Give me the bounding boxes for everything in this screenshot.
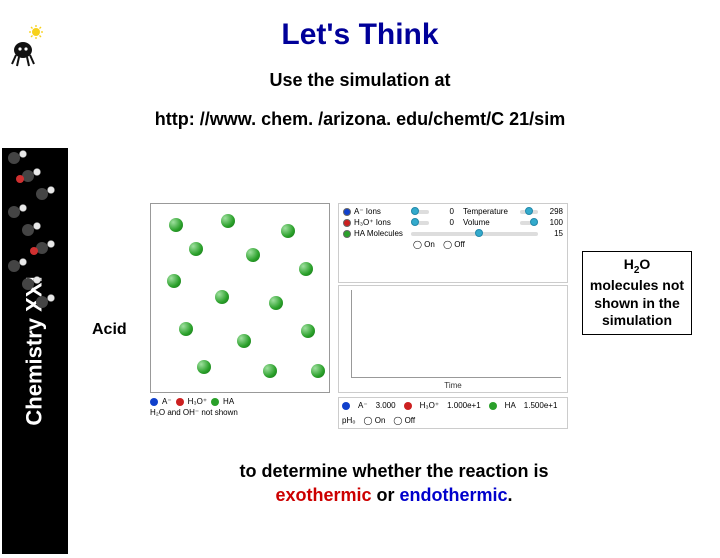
control-label-r: Volume — [463, 218, 517, 227]
bottom-text: to determine whether the reaction is exo… — [80, 459, 708, 508]
particle — [197, 360, 211, 374]
legend-val: 1.500e+1 — [524, 401, 558, 410]
legend-right: A⁻ 3.000 H₃O⁺ 1.000e+1 HA 1.500e+1 pH₀ ◯ On ◯ … — [338, 397, 568, 429]
content-area: Acid A⁻ Ions 0 Temperature 298 H₃O⁺ Ions 0 Vol… — [80, 203, 708, 508]
subtitle: Use the simulation at — [0, 70, 720, 91]
radio-on[interactable]: ◯ On — [364, 416, 386, 425]
control-value-r: 100 — [541, 218, 563, 227]
legend-val: 3.000 — [376, 401, 396, 410]
control-label: HA Molecules — [354, 229, 408, 238]
control-row: H₃O⁺ Ions 0 Volume 100 — [343, 218, 563, 227]
control-slider[interactable] — [520, 210, 538, 214]
sim-graph: Time — [338, 285, 568, 393]
control-value: 0 — [432, 218, 454, 227]
legend-dot — [342, 402, 350, 410]
note-text: molecules not shown in the simulation — [590, 277, 684, 328]
control-slider[interactable] — [411, 221, 429, 225]
legend-label: HA — [223, 397, 234, 406]
particle — [237, 334, 251, 348]
molecule-strip-icon — [2, 148, 68, 324]
legend-dot — [211, 398, 219, 406]
control-value-r: 298 — [541, 207, 563, 216]
particle — [299, 262, 313, 276]
legend-label: HA — [505, 401, 516, 410]
particle — [311, 364, 325, 378]
sim-right-panel: A⁻ Ions 0 Temperature 298 H₃O⁺ Ions 0 Volume 10… — [338, 203, 568, 393]
legend-label: H₃O⁺ — [188, 397, 207, 406]
particle — [215, 290, 229, 304]
legend-dot — [176, 398, 184, 406]
control-slider[interactable] — [411, 232, 538, 236]
particle — [281, 224, 295, 238]
species-dot — [343, 230, 351, 238]
particle — [189, 242, 203, 256]
legend-left: A⁻ H₃O⁺ HA H₂O and OH⁻ not shown — [150, 397, 330, 429]
particle — [167, 274, 181, 288]
onoff-row: ◯ On ◯ Off — [413, 240, 563, 249]
control-value: 15 — [541, 229, 563, 238]
legend-dot — [404, 402, 412, 410]
control-label: A⁻ Ions — [354, 207, 408, 216]
sim-controls: A⁻ Ions 0 Temperature 298 H₃O⁺ Ions 0 Volume 10… — [338, 203, 568, 283]
radio-off[interactable]: ◯ Off — [443, 240, 465, 249]
legend-label: H₃O⁺ — [420, 401, 439, 410]
particle — [179, 322, 193, 336]
note-h2o: H2O — [624, 256, 651, 272]
particle — [246, 248, 260, 262]
control-row: A⁻ Ions 0 Temperature 298 — [343, 207, 563, 216]
particle — [221, 214, 235, 228]
note-box: H2O molecules not shown in the simulatio… — [582, 251, 692, 335]
species-dot — [343, 219, 351, 227]
radio-off[interactable]: ◯ Off — [393, 416, 415, 425]
control-label-r: Temperature — [463, 207, 517, 216]
control-slider[interactable] — [411, 210, 429, 214]
radio-on[interactable]: ◯ On — [413, 240, 435, 249]
sim-particle-box — [150, 203, 330, 393]
legend-label: A⁻ — [358, 401, 368, 410]
particle — [301, 324, 315, 338]
legend-note: H₂O and OH⁻ not shown — [150, 408, 330, 417]
endothermic-word: endothermic — [400, 485, 508, 505]
legend-dot — [489, 402, 497, 410]
exothermic-word: exothermic — [275, 485, 371, 505]
particle — [169, 218, 183, 232]
particle — [263, 364, 277, 378]
particle — [269, 296, 283, 310]
ph-label: pH₀ — [342, 416, 356, 425]
legend-val: 1.000e+1 — [447, 401, 481, 410]
legend-dot — [150, 398, 158, 406]
control-slider[interactable] — [520, 221, 538, 225]
control-value: 0 — [432, 207, 454, 216]
species-dot — [343, 208, 351, 216]
sim-url: http: //www. chem. /arizona. edu/chemt/C… — [0, 109, 720, 130]
control-row: HA Molecules 15 — [343, 229, 563, 238]
graph-x-label: Time — [339, 381, 567, 390]
page-title: Let's Think — [0, 18, 720, 52]
idea-icon — [6, 24, 50, 68]
legend-label: A⁻ — [162, 397, 172, 406]
control-label: H₃O⁺ Ions — [354, 218, 408, 227]
acid-label: Acid — [92, 321, 142, 339]
